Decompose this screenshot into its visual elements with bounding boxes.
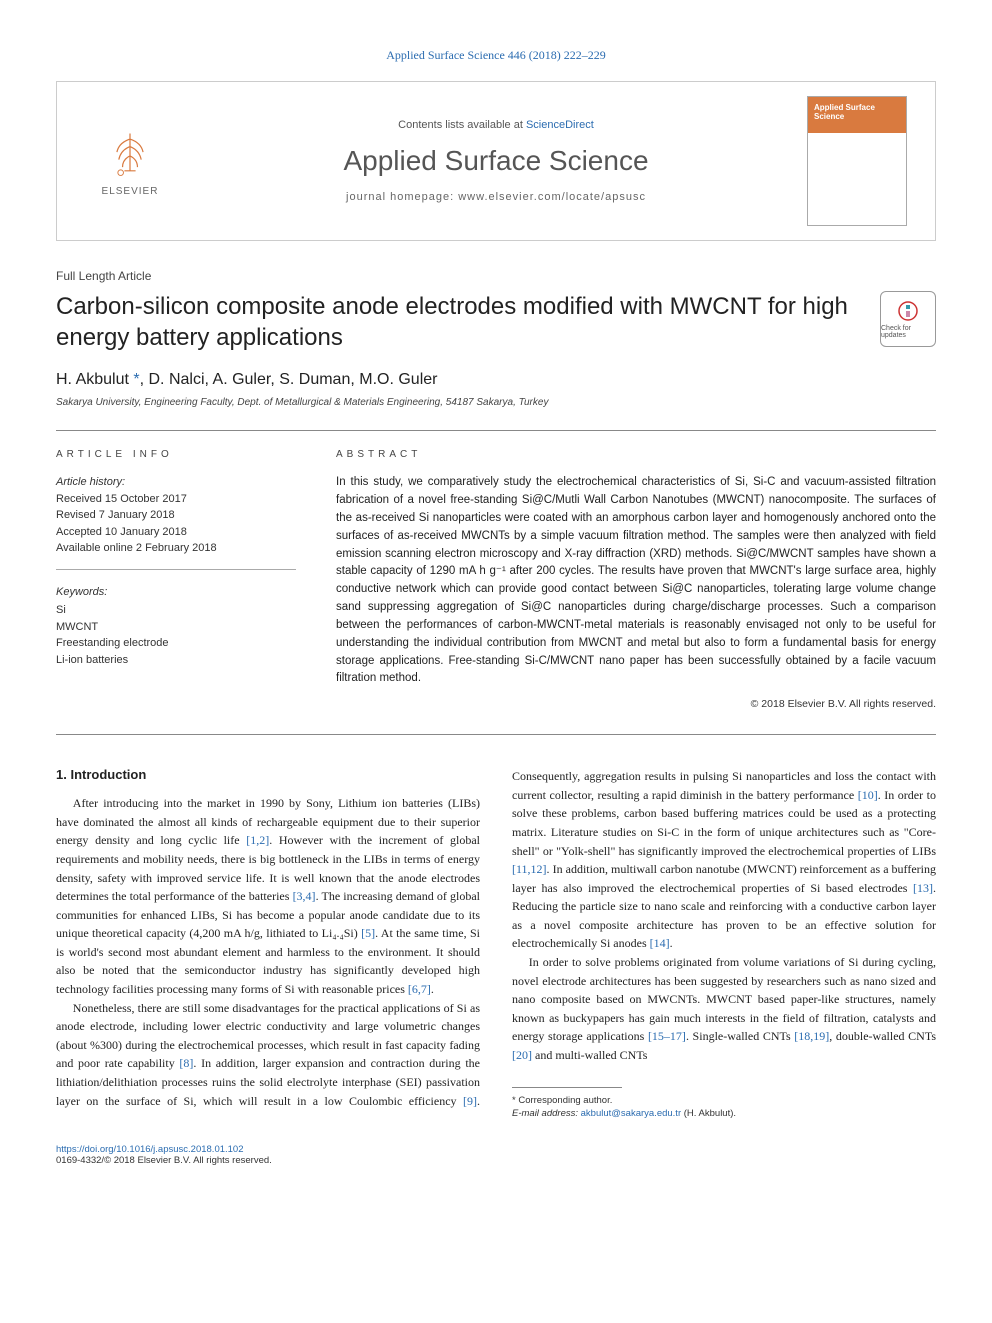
updates-label: Check for updates (881, 325, 935, 339)
corresponding-author-label: * Corresponding author. (512, 1094, 936, 1107)
author-corresponding: H. Akbulut (56, 371, 129, 388)
journal-name: Applied Surface Science (205, 145, 787, 177)
ref-link[interactable]: [8] (179, 1056, 193, 1070)
history-label: Article history: (56, 474, 296, 491)
section-heading-intro: 1. Introduction (56, 767, 480, 782)
keywords-block: Keywords: Si MWCNT Freestanding electrod… (56, 584, 296, 669)
article-info-block: Article history: Received 15 October 201… (56, 474, 296, 668)
keyword: Freestanding electrode (56, 635, 296, 652)
publisher-logo: ELSEVIER (75, 126, 185, 197)
received-date: Received 15 October 2017 (56, 491, 296, 508)
homepage-prefix: journal homepage: (346, 191, 458, 203)
email-name: (H. Akbulut). (681, 1108, 736, 1119)
doi-link[interactable]: https://doi.org/10.1016/j.apsusc.2018.01… (56, 1144, 244, 1155)
journal-cover-thumb (807, 96, 907, 226)
ref-link[interactable]: [5] (361, 926, 375, 940)
ref-link[interactable]: [9] (463, 1094, 477, 1108)
accepted-date: Accepted 10 January 2018 (56, 524, 296, 541)
ref-link[interactable]: [14] (650, 936, 670, 950)
publisher-name: ELSEVIER (102, 186, 159, 197)
history-block: Article history: Received 15 October 201… (56, 474, 296, 570)
abstract-column: ABSTRACT In this study, we comparatively… (336, 449, 936, 710)
body-columns: 1. Introduction After introducing into t… (56, 767, 936, 1120)
citation-header: Applied Surface Science 446 (2018) 222–2… (56, 48, 936, 63)
masthead: ELSEVIER Contents lists available at Sci… (56, 81, 936, 241)
divider-after-abstract (56, 734, 936, 735)
keyword: MWCNT (56, 619, 296, 636)
online-date: Available online 2 February 2018 (56, 540, 296, 557)
check-updates-badge[interactable]: Check for updates (880, 291, 936, 347)
article-title: Carbon-silicon composite anode electrode… (56, 291, 860, 353)
info-abstract-row: ARTICLE INFO Article history: Received 1… (56, 449, 936, 710)
ref-link[interactable]: [10] (858, 788, 878, 802)
divider-top (56, 430, 936, 431)
homepage-url: www.elsevier.com/locate/apsusc (458, 191, 646, 203)
page-root: Applied Surface Science 446 (2018) 222–2… (0, 0, 992, 1214)
authors-line: H. Akbulut *, D. Nalci, A. Guler, S. Dum… (56, 371, 936, 389)
ref-link[interactable]: [11,12] (512, 862, 547, 876)
elsevier-tree-icon (102, 126, 158, 182)
footnote-block: * Corresponding author. E-mail address: … (512, 1094, 936, 1121)
authors-rest: , D. Nalci, A. Guler, S. Duman, M.O. Gul… (140, 371, 438, 388)
updates-icon (896, 299, 920, 323)
ref-link[interactable]: [13] (913, 881, 933, 895)
footnote-separator (512, 1087, 622, 1088)
abstract-text: In this study, we comparatively study th… (336, 474, 936, 688)
article-info-header: ARTICLE INFO (56, 449, 296, 460)
article-type: Full Length Article (56, 269, 936, 283)
abstract-copyright: © 2018 Elsevier B.V. All rights reserved… (336, 698, 936, 710)
sciencedirect-link[interactable]: ScienceDirect (526, 119, 594, 131)
email-label: E-mail address: (512, 1108, 581, 1119)
keyword: Li-ion batteries (56, 652, 296, 669)
ref-link[interactable]: [6,7] (408, 982, 431, 996)
intro-para-1: After introducing into the market in 199… (56, 794, 480, 999)
ref-link[interactable]: [15–17] (648, 1029, 686, 1043)
contents-prefix: Contents lists available at (398, 119, 526, 131)
homepage-line: journal homepage: www.elsevier.com/locat… (205, 191, 787, 203)
intro-para-3: In order to solve problems originated fr… (512, 953, 936, 1065)
ref-link[interactable]: [3,4] (293, 889, 316, 903)
keywords-label: Keywords: (56, 584, 296, 601)
email-link[interactable]: akbulut@sakarya.edu.tr (581, 1108, 681, 1119)
masthead-center: Contents lists available at ScienceDirec… (205, 119, 787, 203)
email-line: E-mail address: akbulut@sakarya.edu.tr (… (512, 1107, 936, 1120)
revised-date: Revised 7 January 2018 (56, 507, 296, 524)
abstract-header: ABSTRACT (336, 449, 936, 460)
corresponding-mark: * (129, 371, 140, 388)
ref-link[interactable]: [20] (512, 1048, 532, 1062)
keyword: Si (56, 602, 296, 619)
ref-link[interactable]: [18,19] (794, 1029, 829, 1043)
page-footer: https://doi.org/10.1016/j.apsusc.2018.01… (56, 1144, 936, 1166)
ref-link[interactable]: [1,2] (246, 833, 269, 847)
title-row: Carbon-silicon composite anode electrode… (56, 291, 936, 353)
article-info-column: ARTICLE INFO Article history: Received 1… (56, 449, 296, 710)
contents-line: Contents lists available at ScienceDirec… (205, 119, 787, 131)
affiliation: Sakarya University, Engineering Faculty,… (56, 397, 936, 408)
issn-copyright: 0169-4332/© 2018 Elsevier B.V. All right… (56, 1155, 936, 1166)
